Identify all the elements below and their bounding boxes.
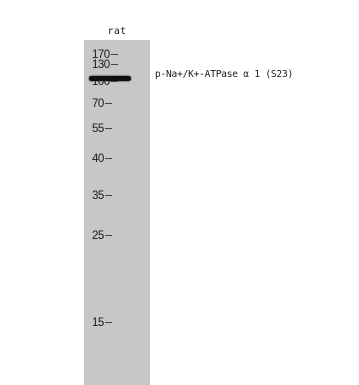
marker-15: 15 (92, 317, 112, 329)
marker-100: 100 (92, 76, 118, 88)
marker-35: 35 (92, 190, 112, 202)
band-label: p-Na+/K+-ATPase α 1 (S23) (155, 69, 293, 80)
marker-55: 55 (92, 123, 112, 135)
marker-40: 40 (92, 153, 112, 165)
blot-lane (84, 40, 150, 385)
marker-25: 25 (92, 230, 112, 242)
marker-70: 70 (92, 98, 112, 110)
marker-130: 130 (92, 59, 118, 71)
marker-170: 170 (92, 49, 118, 61)
protein-band (89, 76, 131, 81)
lane-label: rat (107, 26, 127, 37)
